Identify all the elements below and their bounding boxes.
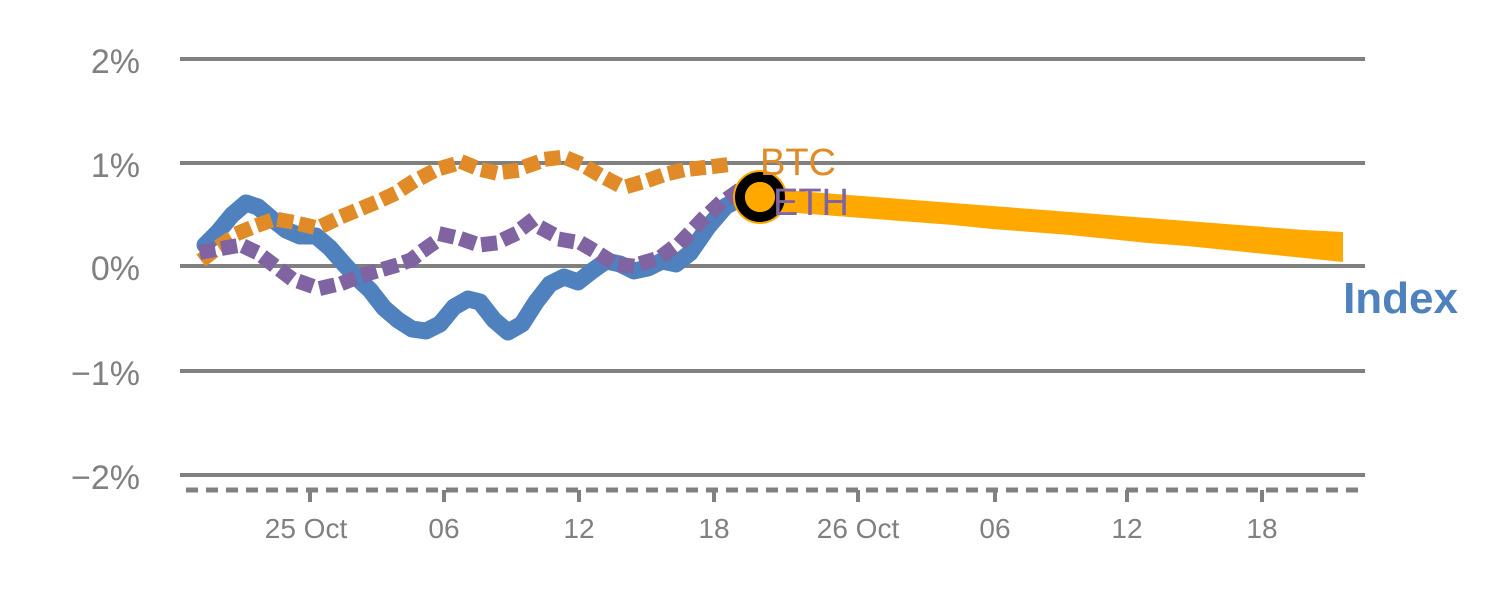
marker-black-ring [735, 172, 785, 222]
x-tick-label-5: 06 [979, 513, 1010, 544]
x-tick-label-1: 06 [428, 513, 459, 544]
current-value-marker[interactable] [733, 170, 787, 224]
x-tick-label-2: 12 [563, 513, 594, 544]
eth-series-dotted [198, 183, 745, 295]
y-tick-label-4: −2% [71, 459, 140, 497]
x-axis: 25 Oct 06 12 18 26 Oct 06 12 18 [186, 487, 1365, 544]
y-tick-label-2: 0% [91, 250, 140, 288]
eth-series-path [198, 183, 745, 295]
x-tick-label-3: 18 [698, 513, 729, 544]
x-tick-label-0: 25 Oct [265, 513, 348, 544]
forecast-band [758, 189, 1343, 262]
gridlines [180, 57, 1365, 477]
eth-label: ETH [773, 182, 849, 224]
x-tick-label-4: 26 Oct [817, 513, 900, 544]
btc-label: BTC [760, 142, 836, 184]
x-tick-label-7: 18 [1246, 513, 1277, 544]
marker-inner-fill [745, 182, 775, 212]
forecast-band-shape [758, 189, 1343, 262]
x-axis-ticks [308, 490, 1264, 502]
index-label: Index [1343, 274, 1458, 323]
btc-series-path [196, 149, 743, 267]
y-tick-label-1: 1% [91, 147, 140, 185]
series-annotations: BTC ETH Index [760, 142, 1459, 323]
y-tick-label-3: −1% [71, 355, 140, 393]
btc-series-dotted [196, 149, 743, 267]
x-tick-label-6: 12 [1111, 513, 1142, 544]
y-tick-label-0: 2% [91, 43, 140, 81]
y-axis-tick-labels: 2% 1% 0% −1% −2% [71, 43, 140, 497]
